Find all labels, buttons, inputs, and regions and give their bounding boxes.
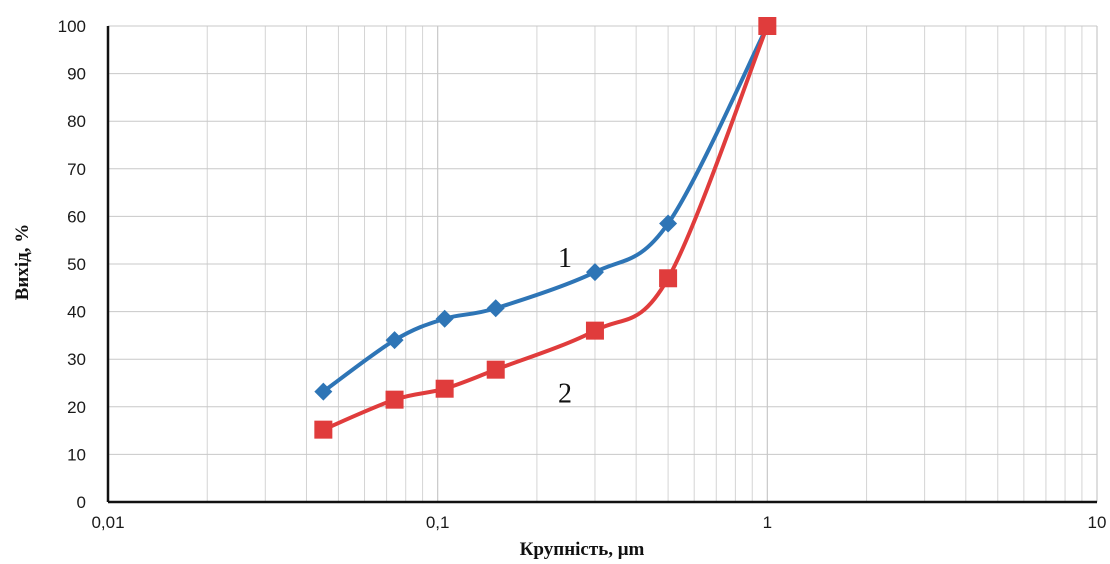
y-tick-label: 90 xyxy=(67,65,86,84)
series-1-point xyxy=(585,263,604,282)
series-2-point xyxy=(758,17,777,35)
curve-label-1: 1 xyxy=(558,243,572,274)
x-tick-label: 0,1 xyxy=(426,513,450,532)
curve-label-2: 2 xyxy=(558,379,572,410)
y-tick-label: 10 xyxy=(67,445,86,464)
series-1-point xyxy=(486,299,505,318)
series-1-point xyxy=(435,309,454,328)
y-tick-labels: 0 10 20 30 40 50 60 70 80 90 100 xyxy=(58,17,86,512)
y-tick-label: 50 xyxy=(67,255,86,274)
series-2-point xyxy=(314,420,333,439)
y-tick-label: 0 xyxy=(77,493,86,512)
series-2-point xyxy=(385,390,404,409)
x-tick-labels: 0,01 0,1 1 10 xyxy=(91,513,1106,532)
series-1-point xyxy=(659,214,678,233)
y-tick-label: 80 xyxy=(67,112,86,131)
series-2-point xyxy=(659,269,678,288)
series-1-point xyxy=(385,331,404,350)
y-tick-label: 20 xyxy=(67,398,86,417)
y-tick-label: 40 xyxy=(67,303,86,322)
y-tick-label: 30 xyxy=(67,350,86,369)
series-2 xyxy=(314,17,777,439)
grid xyxy=(107,25,1098,502)
x-tick-label: 0,01 xyxy=(91,513,124,532)
series-1-point xyxy=(314,382,333,401)
series-1 xyxy=(314,17,777,401)
series-2-point xyxy=(435,379,454,398)
y-tick-label: 100 xyxy=(58,17,86,36)
y-tick-label: 70 xyxy=(67,160,86,179)
x-axis-title: Крупність, μm xyxy=(520,539,645,560)
series-2-point xyxy=(585,321,604,340)
x-tick-label: 1 xyxy=(763,513,772,532)
y-tick-label: 60 xyxy=(67,207,86,226)
series-2-line xyxy=(322,25,770,432)
curve-labels: 12 xyxy=(558,243,572,410)
axes xyxy=(106,26,1097,504)
x-tick-label: 10 xyxy=(1088,513,1107,532)
series-2-point xyxy=(486,360,505,379)
series-group xyxy=(314,17,777,439)
y-axis-title: Вихід, % xyxy=(12,224,33,301)
